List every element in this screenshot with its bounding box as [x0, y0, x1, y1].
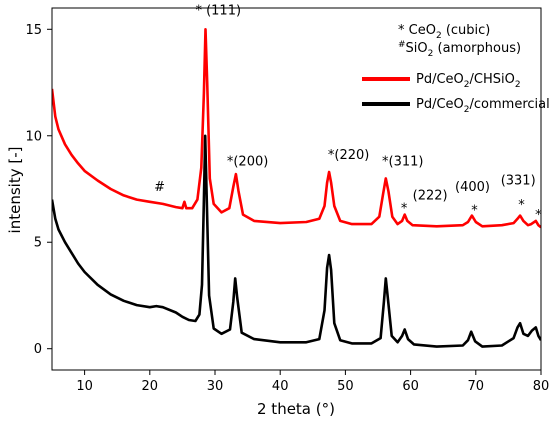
legend-label-1: Pd/CeO2/CHSiO2: [416, 72, 521, 90]
legend-key-line: * CeO2 (cubic): [398, 23, 490, 41]
x-tick-label: 50: [337, 379, 354, 394]
peak-annotation: *(200): [227, 155, 268, 170]
y-tick-label: 0: [34, 342, 42, 357]
x-axis-title: 2 theta (°): [257, 400, 335, 418]
y-tick-label: 5: [34, 236, 42, 251]
peak-annotation: (331): [501, 174, 536, 189]
peak-annotation: *(220): [328, 148, 369, 163]
legend-key-line: #SiO2 (amorphous): [398, 40, 521, 59]
x-tick-label: 30: [207, 379, 224, 394]
axes: 10 20 30 40 50 60 70 80 0 5 10 15: [25, 7, 550, 394]
peak-annotation: * (111): [195, 3, 241, 18]
x-tick-label: 60: [402, 379, 419, 394]
legend: * CeO2 (cubic)#SiO2 (amorphous) Pd/CeO2/C…: [362, 23, 550, 115]
x-tick-label: 20: [142, 379, 159, 394]
peak-annotation: *: [535, 208, 542, 223]
peak-annotation: *: [401, 201, 408, 216]
peak-annotation: *: [471, 204, 478, 219]
y-tick-label: 10: [25, 129, 42, 144]
peak-annotation: (222): [413, 189, 448, 204]
plot-area: [52, 28, 541, 348]
x-tick-label: 40: [272, 379, 289, 394]
x-tick-label: 10: [76, 379, 93, 394]
peak-annotation: *(311): [382, 155, 423, 170]
x-tick-label: 70: [468, 379, 485, 394]
series-line-2: [52, 134, 541, 348]
peak-annotation: #: [154, 180, 165, 195]
peak-annotations: # * (111) *(200) *(220) *(311) * (222) (400) * (3…: [154, 3, 542, 222]
y-tick-label: 15: [25, 23, 42, 38]
series-line-1: [52, 28, 541, 229]
x-tick-label: 80: [533, 379, 550, 394]
y-axis-title: intensity [-]: [6, 147, 24, 234]
peak-annotation: *: [518, 198, 525, 213]
peak-annotation: (400): [455, 180, 490, 195]
legend-label-2: Pd/CeO2/commercial: [416, 97, 550, 115]
plot-frame: [51, 7, 542, 371]
